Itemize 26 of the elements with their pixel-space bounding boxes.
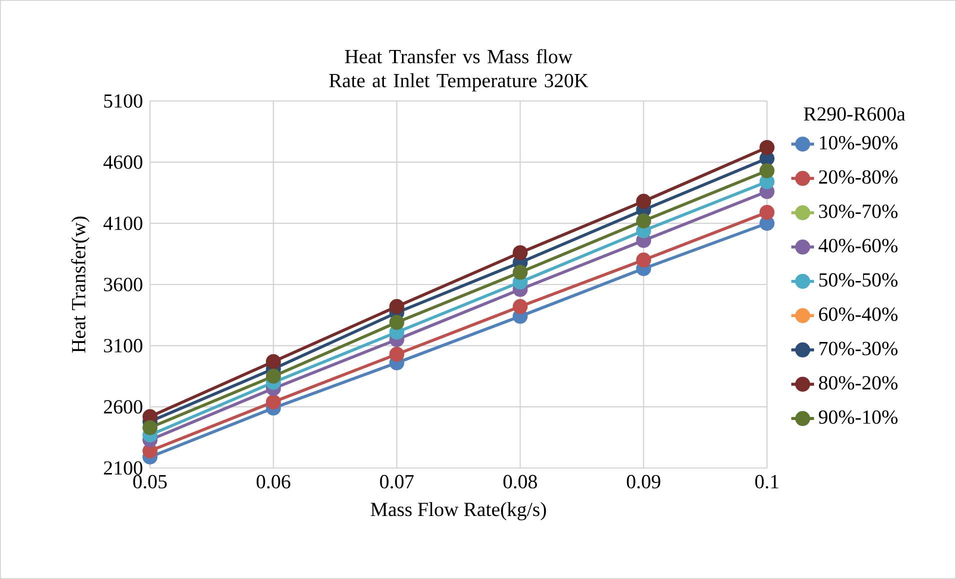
- x-tick-label: 0.06: [256, 474, 290, 489]
- legend-label: 90%-10%: [818, 410, 898, 424]
- legend-label: 40%-60%: [818, 238, 898, 252]
- legend-label: 30%-70%: [819, 204, 898, 218]
- y-tick-label: 3100: [104, 338, 142, 352]
- legend-label: 70%-30%: [820, 342, 898, 356]
- legend-label: 10%-90%: [820, 136, 898, 150]
- chart-title: Heat Transfer vs Mass flow Rate at Inlet Temperature 320K: [329, 49, 588, 92]
- x-axis-title: Mass Flow Rate(kg/s): [370, 502, 546, 520]
- x-tick-label: 0.07: [380, 474, 414, 489]
- legend-label: 60%-40%: [819, 307, 898, 322]
- y-tick-label: 3600: [104, 278, 142, 292]
- y-axis-title: Heat Transfer(w): [71, 216, 90, 353]
- y-tick-label: 4600: [103, 155, 142, 169]
- x-tick-label: 0.05: [133, 474, 167, 489]
- legend-label: 80%-20%: [818, 376, 898, 390]
- x-tick-label: 0.1: [755, 474, 778, 489]
- y-tick-label: 2100: [104, 461, 142, 475]
- legend-label: 20%-80%: [819, 170, 898, 184]
- y-tick-label: 4100: [103, 216, 142, 230]
- legend-label: 50%-50%: [819, 273, 898, 287]
- legend-title: R290-R600a: [804, 107, 906, 121]
- x-tick-label: 0.08: [503, 474, 537, 489]
- y-tick-label: 2600: [104, 400, 142, 414]
- x-tick-label: 0.09: [626, 474, 660, 489]
- y-tick-label: 5100: [104, 94, 142, 108]
